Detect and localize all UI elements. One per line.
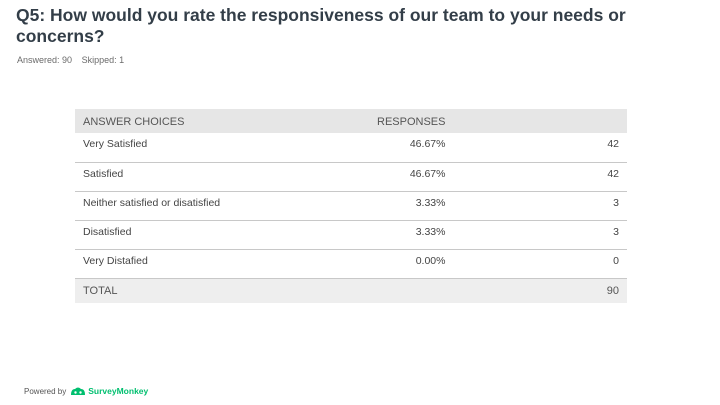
table-row: Satisfied 46.67% 42 <box>75 162 627 191</box>
brand-name: SurveyMonkey <box>88 386 149 396</box>
table-row: Very Distafied 0.00% 0 <box>75 249 627 278</box>
skipped-count: Skipped: 1 <box>81 55 125 65</box>
total-row: TOTAL 90 <box>75 278 627 303</box>
header-count <box>453 109 627 133</box>
powered-by-text: Powered by <box>24 386 67 396</box>
response-count: 42 <box>607 138 619 150</box>
table-row: Very Satisfied 46.67% 42 <box>75 133 627 162</box>
table-header-row: ANSWER CHOICES RESPONSES <box>75 109 627 133</box>
header-answer-choices: ANSWER CHOICES <box>83 116 185 128</box>
answered-count: Answered: 90 <box>17 55 73 65</box>
question-title: Q5: How would you rate the responsivenes… <box>16 5 626 46</box>
answer-choice: Satisfied <box>83 167 124 180</box>
table-row: Disatisfied 3.33% 3 <box>75 220 627 249</box>
footer: Powered by SurveyMonkey <box>24 386 148 396</box>
header-responses: RESPONSES <box>377 116 446 128</box>
table-row: Neither satisfied or disatisfied 3.33% 3 <box>75 191 627 220</box>
surveymonkey-logo-icon <box>70 386 86 396</box>
response-percent: 3.33% <box>415 225 446 238</box>
response-stats: Answered: 90 Skipped: 1 <box>17 55 124 65</box>
answer-choice: Very Satisfied <box>83 138 148 150</box>
answer-choice: Disatisfied <box>83 225 132 238</box>
response-count: 3 <box>613 225 619 238</box>
response-percent: 0.00% <box>415 254 446 267</box>
answer-choice: Neither satisfied or disatisfied <box>83 196 221 209</box>
response-count: 42 <box>607 167 619 180</box>
response-percent: 46.67% <box>409 167 446 180</box>
total-count: 90 <box>606 284 619 297</box>
response-percent: 46.67% <box>409 138 446 150</box>
answer-choice: Very Distafied <box>83 254 148 267</box>
total-spacer <box>369 278 453 303</box>
response-count: 0 <box>613 254 619 267</box>
results-table: ANSWER CHOICES RESPONSES Very Satisfied … <box>75 109 627 303</box>
total-label: TOTAL <box>83 284 118 297</box>
response-count: 3 <box>613 196 619 209</box>
response-percent: 3.33% <box>415 196 446 209</box>
